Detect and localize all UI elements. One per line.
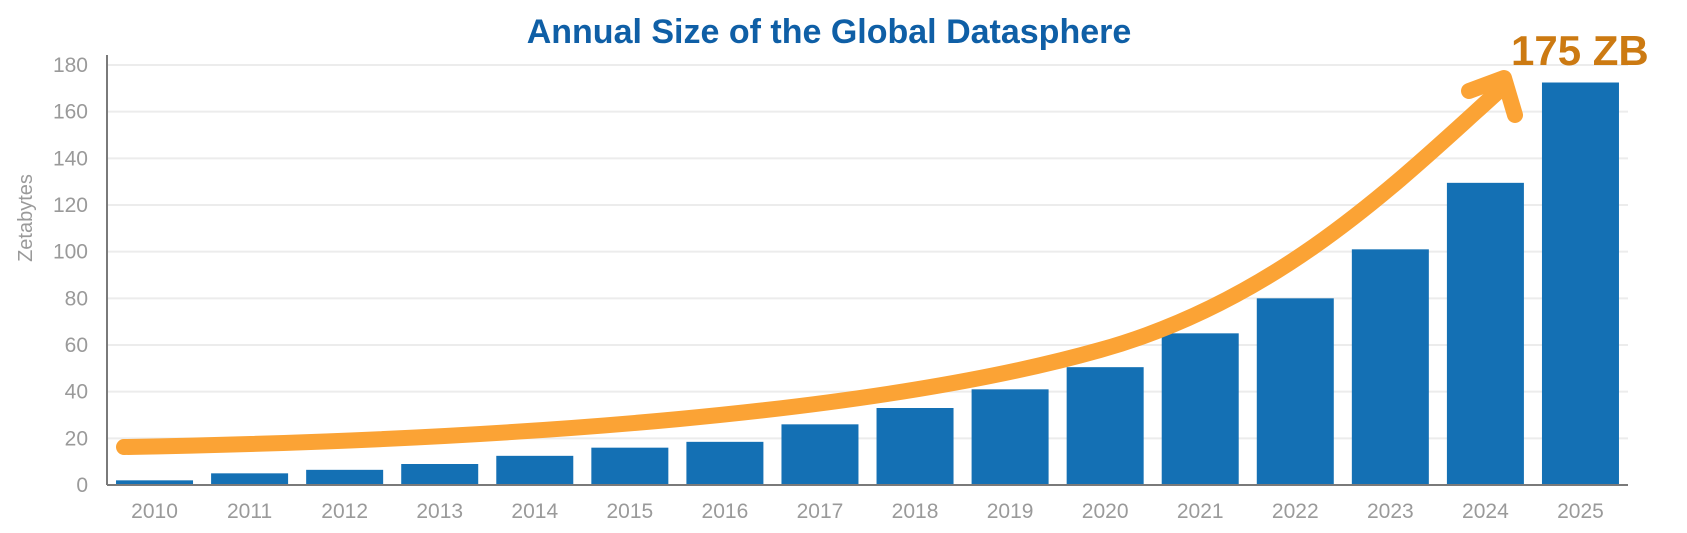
y-tick-label: 60 bbox=[65, 334, 88, 357]
bar-2015 bbox=[591, 447, 669, 485]
x-tick-label: 2013 bbox=[416, 500, 463, 523]
x-tick-label: 2011 bbox=[227, 500, 272, 523]
bar-2017 bbox=[781, 424, 859, 485]
x-tick-labels: 2010 2011 2012 2013 2014 2015 2016 2017 2018 2019… bbox=[131, 500, 1604, 523]
bar-2023 bbox=[1351, 249, 1429, 485]
chart-title: Annual Size of the Global Datasphere bbox=[527, 13, 1132, 51]
bar-2018 bbox=[876, 408, 954, 485]
bar-2013 bbox=[401, 464, 479, 485]
bar-2016 bbox=[686, 441, 764, 485]
bar-2011 bbox=[211, 473, 289, 485]
y-tick-label: 40 bbox=[65, 381, 88, 404]
bar-2022 bbox=[1256, 298, 1334, 485]
x-tick-label: 2018 bbox=[892, 500, 939, 523]
bar-2012 bbox=[306, 469, 384, 485]
x-tick-label: 2022 bbox=[1272, 500, 1319, 523]
callout-label: 175 ZB bbox=[1511, 27, 1649, 74]
y-axis-label: Zetabytes bbox=[15, 174, 37, 262]
x-tick-label: 2015 bbox=[606, 500, 653, 523]
arrow-head bbox=[1461, 70, 1523, 123]
bar-2020 bbox=[1066, 367, 1144, 485]
x-tick-label: 2025 bbox=[1557, 500, 1604, 523]
y-tick-label: 120 bbox=[53, 194, 88, 217]
bar-2010 bbox=[116, 480, 194, 485]
bar-2025 bbox=[1541, 82, 1619, 485]
bar-2014 bbox=[496, 455, 574, 485]
y-tick-label: 0 bbox=[76, 474, 88, 497]
y-tick-label: 160 bbox=[53, 101, 88, 124]
arrow-shaft bbox=[116, 80, 1510, 455]
x-tick-label: 2020 bbox=[1082, 500, 1129, 523]
gridlines bbox=[107, 64, 1628, 440]
y-tick-label: 180 bbox=[53, 54, 88, 77]
x-tick-label: 2010 bbox=[131, 500, 178, 523]
growth-arrow-icon bbox=[116, 70, 1523, 455]
bar-2021 bbox=[1161, 333, 1239, 485]
bar-2019 bbox=[971, 389, 1049, 485]
y-tick-label: 20 bbox=[65, 427, 88, 450]
x-tick-label: 2017 bbox=[797, 500, 844, 523]
x-tick-label: 2023 bbox=[1367, 500, 1414, 523]
y-tick-labels: 0 20 40 60 80 100 120 140 160 180 bbox=[53, 54, 88, 497]
bar-2024 bbox=[1446, 182, 1524, 486]
y-tick-label: 140 bbox=[53, 147, 88, 170]
axes bbox=[106, 55, 1628, 486]
y-tick-label: 100 bbox=[53, 241, 88, 264]
x-tick-label: 2021 bbox=[1177, 500, 1224, 523]
y-tick-label: 80 bbox=[65, 287, 88, 310]
x-tick-label: 2019 bbox=[987, 500, 1034, 523]
x-tick-label: 2014 bbox=[511, 500, 558, 523]
x-tick-label: 2016 bbox=[702, 500, 749, 523]
x-tick-label: 2024 bbox=[1462, 500, 1509, 523]
x-tick-label: 2012 bbox=[321, 500, 368, 523]
bars bbox=[116, 82, 1619, 486]
